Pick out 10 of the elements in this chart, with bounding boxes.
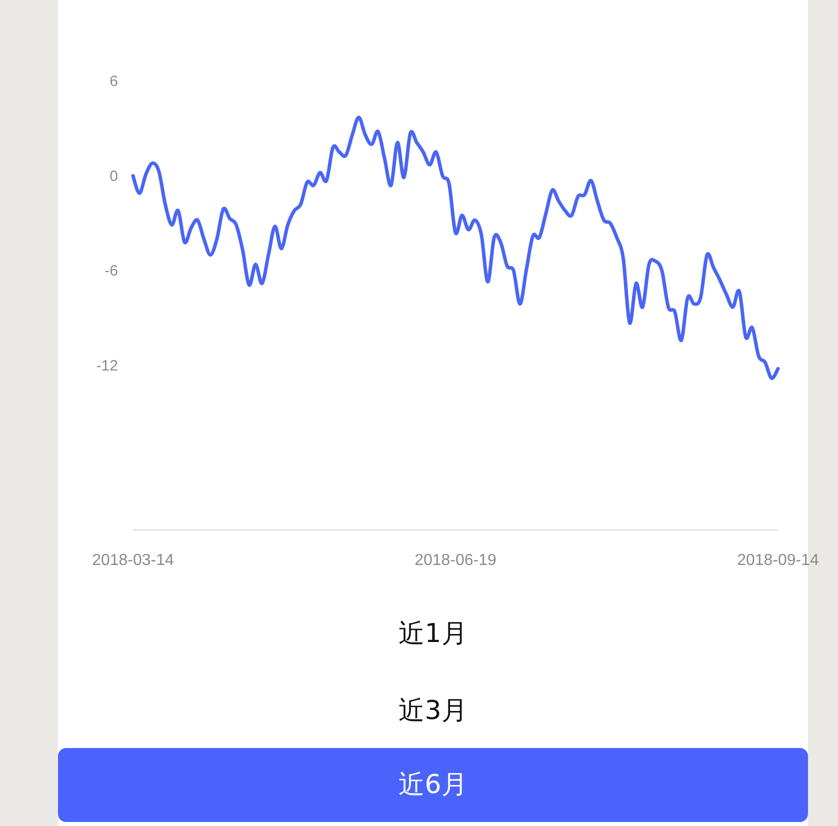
text: 近6月	[58, 748, 808, 822]
x-tick-label: 2018-09-14	[737, 552, 820, 569]
x-tick-label: 2018-06-19	[414, 552, 497, 569]
y-tick-label: 0	[110, 168, 118, 185]
y-tick-label: 6	[110, 73, 118, 90]
text: 近3月	[398, 695, 468, 728]
text: 近1月	[398, 618, 468, 651]
x-tick-label: 2018-03-14	[92, 552, 174, 569]
y-tick-label: -6	[104, 262, 118, 280]
y-tick-label: -12	[96, 358, 118, 375]
